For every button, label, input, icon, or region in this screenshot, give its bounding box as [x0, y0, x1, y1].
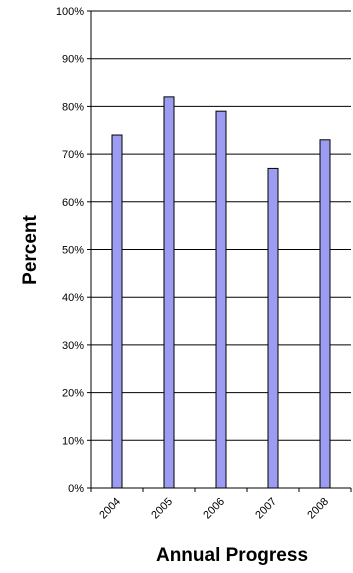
x-tick-label: 2008	[305, 496, 331, 522]
y-tick-label: 30%	[62, 340, 84, 352]
y-tick-label: 10%	[62, 435, 84, 447]
x-axis-title: Annual Progress	[156, 545, 308, 566]
x-tick-label: 2005	[149, 496, 175, 522]
bar-2004	[111, 134, 123, 489]
y-axis-title: Percent	[20, 214, 41, 284]
x-tick-labels: 2004 2005 2006 2007 2008	[97, 496, 331, 522]
y-tick-label: 90%	[62, 54, 84, 66]
bars	[111, 96, 331, 489]
x-tick-label: 2006	[201, 496, 227, 522]
bar-2006	[215, 110, 227, 489]
y-tick-label: 0%	[68, 483, 84, 495]
x-tick-label: 2007	[253, 496, 279, 522]
y-tick-label: 20%	[62, 388, 84, 400]
y-tick-label: 50%	[62, 245, 84, 257]
y-tick-label: 80%	[62, 101, 84, 113]
y-tick-labels: 0% 10% 20% 30% 40% 50% 60% 70% 80% 90% 100%	[56, 6, 84, 495]
y-tick-label: 70%	[62, 149, 84, 161]
bar-2008	[319, 139, 331, 489]
bar-2005	[163, 96, 175, 489]
y-tick-label: 60%	[62, 197, 84, 209]
bar-2007	[267, 167, 279, 489]
y-tick-label: 100%	[56, 6, 84, 18]
x-tick-label: 2004	[97, 496, 123, 522]
y-tick-label: 40%	[62, 292, 84, 304]
axes	[87, 10, 352, 492]
